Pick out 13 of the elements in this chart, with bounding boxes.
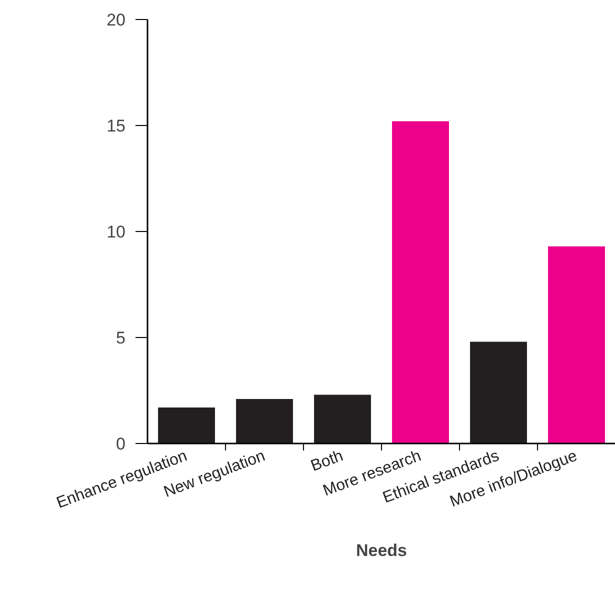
bar: [548, 246, 605, 444]
y-tick-label: 10: [106, 222, 126, 242]
bar: [236, 398, 293, 444]
bar: [470, 342, 527, 444]
y-tick-label: 5: [116, 328, 126, 348]
y-tick-label: 20: [106, 10, 126, 30]
bar: [158, 407, 215, 444]
y-tick-label: 0: [116, 434, 126, 454]
x-tick-label: Both: [308, 448, 346, 476]
y-tick-label: 15: [106, 116, 126, 136]
bar: [314, 394, 371, 444]
x-axis-title: Needs: [356, 540, 408, 560]
bar: [392, 121, 449, 444]
